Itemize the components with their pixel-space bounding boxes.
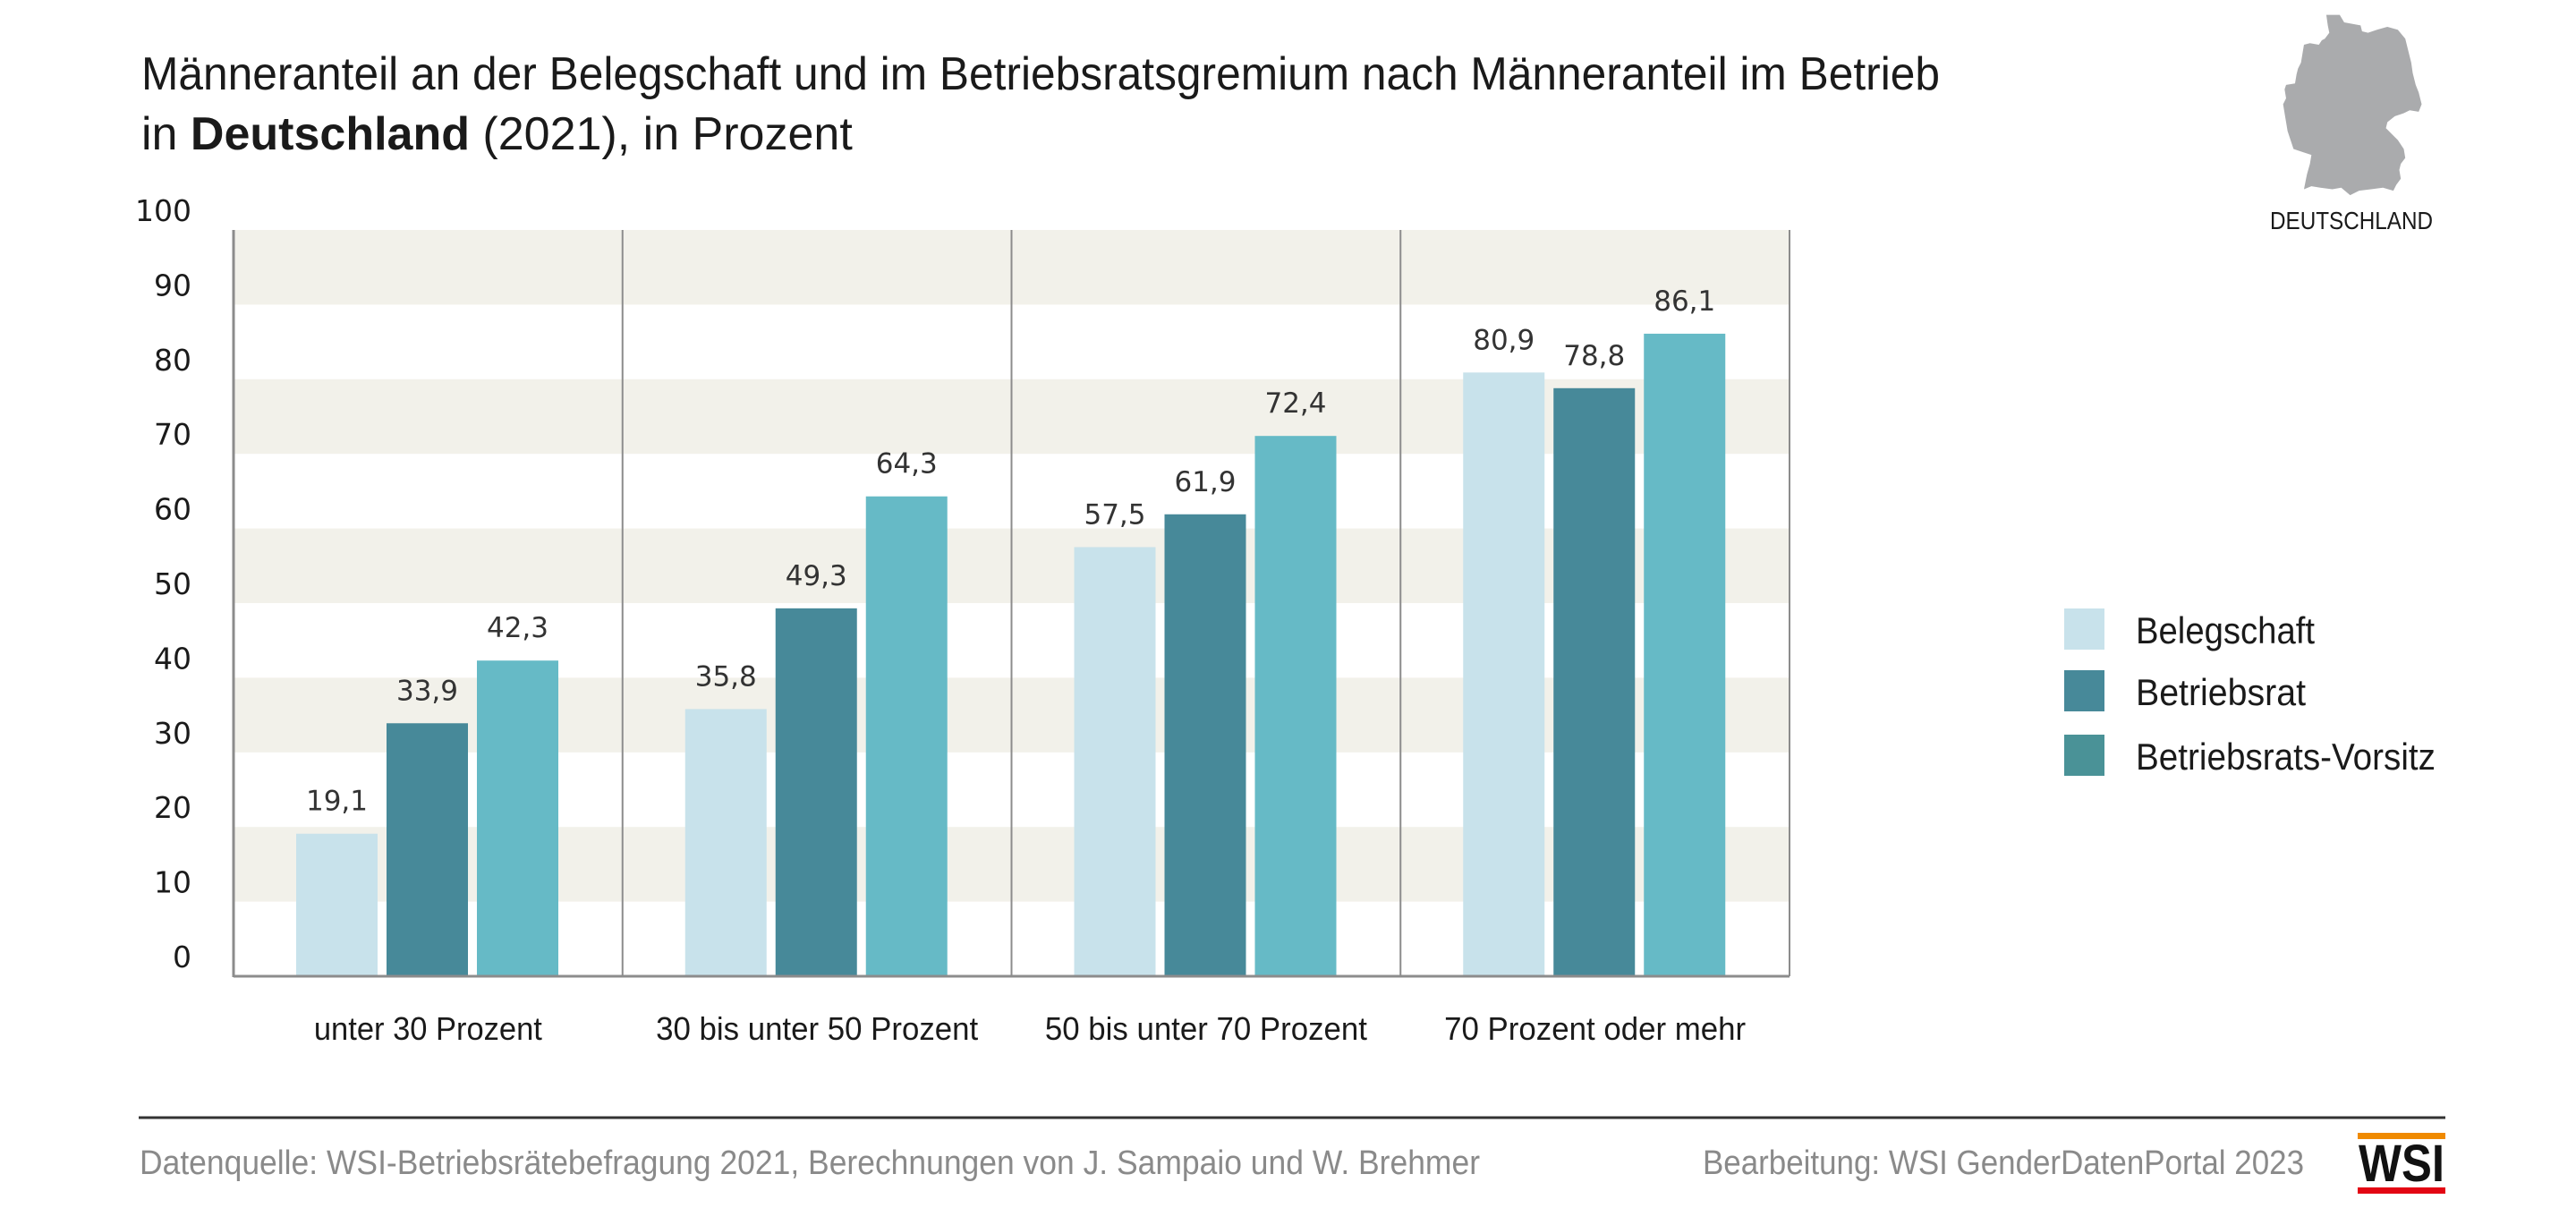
y-tick-label: 40 (154, 641, 191, 676)
y-tick-label: 20 (154, 790, 191, 825)
group-separators (621, 230, 1402, 976)
title-prefix: in (141, 108, 191, 160)
bar-belegschaft-2 (1074, 547, 1156, 976)
axes (232, 230, 1790, 978)
legend-swatch (2064, 735, 2104, 776)
legend-swatch (2064, 608, 2104, 650)
legend-label: Betriebsrats-Vorsitz (2136, 736, 2436, 778)
bar-belegschaft-1 (684, 709, 767, 976)
chart-title-line1: Männeranteil an der Belegschaft und im B… (141, 48, 1940, 100)
legend: Belegschaft Betriebsrat Betriebsrats-Vorsi… (2064, 608, 2436, 778)
bar-betriebsrat-3 (1553, 387, 1636, 977)
bar-betriebsrats-vorsitz-2 (1254, 436, 1337, 977)
y-tick-label: 10 (154, 865, 191, 900)
data-label: 57,5 (1084, 498, 1145, 531)
wsi-logo: WSI (2358, 1133, 2445, 1194)
category-label: 30 bis unter 50 Prozent (656, 1010, 978, 1047)
bar-belegschaft-0 (296, 833, 378, 976)
category-label: unter 30 Prozent (314, 1010, 542, 1047)
data-label: 64,3 (876, 448, 938, 481)
data-label: 61,9 (1174, 466, 1236, 498)
bar-belegschaft-3 (1463, 372, 1545, 976)
data-label: 72,4 (1264, 387, 1326, 420)
y-tick-label: 90 (154, 268, 191, 302)
footer-source: Datenquelle: WSI-Betriebsrätebefragung 2… (140, 1144, 1480, 1182)
data-label: 49,3 (786, 560, 847, 592)
data-label: 35,8 (695, 660, 757, 693)
data-label: 33,9 (396, 675, 458, 707)
logo-top-bar (2358, 1133, 2445, 1139)
data-label: 78,8 (1563, 340, 1625, 372)
bar-betriebsrat-2 (1164, 514, 1246, 976)
legend-label: Betriebsrat (2136, 671, 2306, 713)
title-country: Deutschland (191, 108, 470, 160)
logo-bottom-bar (2358, 1187, 2445, 1194)
y-tick-label: 100 (135, 193, 191, 228)
y-axis-ticks: 0 10 20 30 40 50 60 70 80 90 100 (135, 193, 191, 974)
logo-text: WSI (2359, 1135, 2444, 1193)
y-tick-label: 0 (173, 940, 191, 974)
y-tick-label: 30 (154, 716, 191, 751)
germany-map-icon (2283, 14, 2422, 196)
category-label: 50 bis unter 70 Prozent (1045, 1010, 1367, 1047)
category-label: 70 Prozent oder mehr (1444, 1010, 1746, 1047)
data-label: 80,9 (1473, 324, 1535, 356)
y-tick-label: 70 (154, 417, 191, 452)
bar-betriebsrat-1 (775, 608, 857, 976)
title-suffix: (2021), in Prozent (470, 108, 853, 160)
data-labels: 19,1 35,8 57,5 80,9 33,9 49,3 61,9 78,8 42,3 64,3… (306, 285, 1715, 818)
bar-betriebsrats-vorsitz-3 (1644, 333, 1726, 976)
y-tick-label: 60 (154, 492, 191, 527)
y-tick-label: 80 (154, 343, 191, 378)
legend-swatch (2064, 670, 2104, 711)
bar-betriebsrats-vorsitz-1 (865, 496, 948, 976)
data-label: 19,1 (306, 786, 368, 818)
y-tick-label: 50 (154, 566, 191, 601)
bar-betriebsrat-0 (387, 723, 468, 976)
category-labels: unter 30 Prozent 30 bis unter 50 Prozent 5… (314, 1010, 1746, 1047)
bar-betriebsrats-vorsitz-0 (477, 660, 558, 976)
map-label: DEUTSCHLAND (2270, 207, 2433, 234)
footer-editing: Bearbeitung: WSI GenderDatenPortal 2023 (1703, 1144, 2304, 1182)
legend-label: Belegschaft (2136, 609, 2315, 651)
data-label: 42,3 (487, 612, 548, 644)
chart-title-line2: in Deutschland (2021), in Prozent (141, 108, 853, 160)
data-label: 86,1 (1654, 285, 1715, 318)
bars (296, 333, 1726, 977)
